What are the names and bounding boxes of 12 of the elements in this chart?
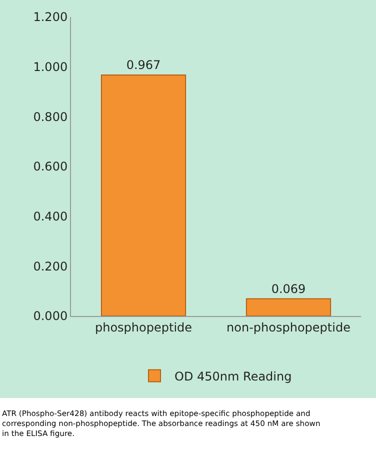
y-tick-label: 0.800 <box>33 110 68 124</box>
x-tick-label: non-phosphopeptide <box>226 320 350 334</box>
y-tick-label: 0.400 <box>33 210 68 224</box>
y-tick-label: 1.000 <box>33 60 68 74</box>
legend-label: OD 450nm Reading <box>174 369 292 384</box>
y-tick-label: 1.200 <box>33 10 68 24</box>
data-label: 0.069 <box>271 282 306 296</box>
x-tick-label: phosphopeptide <box>94 320 192 334</box>
y-tick-label: 0.600 <box>33 160 68 174</box>
data-label: 0.967 <box>126 58 161 72</box>
y-tick-label: 0.200 <box>33 259 68 274</box>
y-tick-label: 0.000 <box>33 309 68 324</box>
